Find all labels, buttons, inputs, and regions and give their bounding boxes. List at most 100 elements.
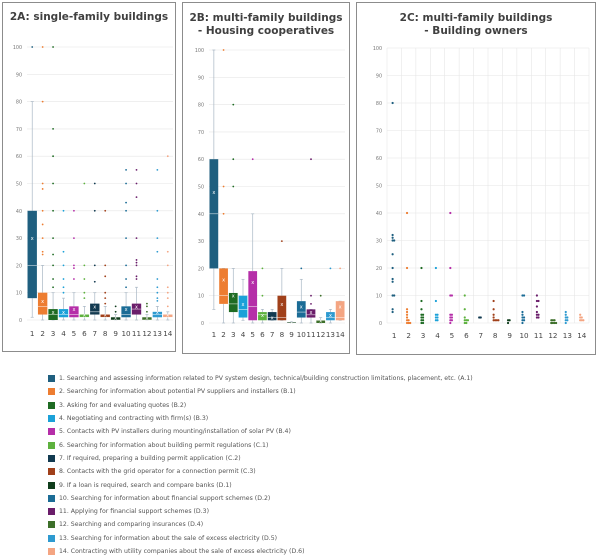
mean-marker: x [232,294,235,300]
outlier-point [93,280,96,283]
x-tick-label: 8 [103,329,108,338]
outlier-point [41,188,44,190]
data-point [405,316,409,319]
outlier-point [166,155,169,158]
data-point [421,316,425,319]
data-point [535,299,538,303]
mean-marker: x [261,313,264,319]
y-tick-label: 70 [16,127,22,133]
legend-label: 10. Searching for information about fina… [59,494,271,502]
data-point [492,308,495,311]
chart-legend: 1. Searching and assessing information r… [48,372,588,558]
outlier-point [52,253,54,256]
outlier-point [166,297,169,300]
data-point [506,321,510,325]
data-point [391,294,394,297]
legend-item: 12. Searching and comparing insurances (… [48,518,588,531]
outlier-point [125,237,127,240]
y-tick-label: 60 [16,154,22,160]
data-point [434,299,437,303]
data-point [391,236,394,239]
legend-swatch [48,548,55,555]
data-point [393,294,396,297]
y-tick-label: 80 [376,101,382,107]
mean-marker: x [41,299,44,305]
mean-marker: x [290,320,293,326]
data-point [566,319,569,322]
legend-item: 2. Searching for information about poten… [48,385,588,398]
legend-item: 4. Negotiating and contracting with firm… [48,412,588,425]
x-tick-label: 6 [260,330,265,339]
data-point [407,321,410,325]
outlier-point [41,253,44,256]
y-tick-label: 90 [376,74,382,80]
data-point [393,239,396,242]
legend-label: 4. Negotiating and contracting with firm… [59,415,209,423]
data-point [421,319,425,322]
x-tick-label: 3 [51,329,56,338]
x-tick-label: 4 [61,329,66,338]
y-tick-label: 80 [16,100,22,106]
y-tick-label: 0 [379,321,382,327]
x-tick-label: 3 [421,331,426,340]
data-point [564,313,567,316]
outlier-point [135,168,138,171]
outlier-point [146,310,148,313]
data-point [553,319,556,322]
outlier-point [156,237,159,240]
data-point [494,319,497,322]
outlier-point [52,237,54,240]
data-point [466,319,470,322]
data-point [391,308,394,311]
data-point [463,308,466,311]
x-tick-label: 9 [507,331,512,340]
outlier-point [222,212,225,215]
outlier-point [83,278,86,280]
y-tick-label: 30 [198,239,204,245]
data-point [535,310,538,314]
outlier-point [232,158,235,161]
data-point [535,305,538,308]
x-tick-label: 10 [121,329,131,338]
box [277,295,287,321]
x-tick-label: 1 [30,329,35,338]
data-point [463,321,466,325]
box [100,314,110,318]
outlier-point [73,267,75,270]
outlier-point [156,299,159,302]
outlier-point [261,267,264,270]
data-point [535,316,538,319]
outlier-point [339,267,342,270]
data-point [405,308,409,311]
data-point [409,321,412,325]
legend-swatch [48,494,55,502]
box [296,301,306,318]
data-point [449,321,452,325]
outlier-point [156,297,159,300]
mean-marker: x [329,313,332,319]
x-tick-label: 5 [250,330,255,339]
box [238,295,248,318]
legend-item: 10. Searching for information about fina… [48,492,588,505]
data-point [450,319,454,322]
data-point [405,211,409,215]
legend-item: 8. Contacts with the grid operator for a… [48,465,588,478]
y-tick-label: 80 [198,103,204,109]
data-point [405,319,409,322]
outlier-point [135,237,138,240]
y-tick-label: 70 [376,129,382,135]
outlier-point [125,201,127,204]
y-tick-label: 40 [198,212,204,218]
data-point [405,266,409,270]
chart-title-2b: 2B: multi-family buildings - Housing coo… [183,12,349,38]
mean-marker: x [319,318,322,324]
outlier-point [135,264,138,267]
x-tick-label: 14 [336,330,346,339]
data-point [478,316,481,319]
data-point [492,313,495,316]
outlier-point [251,158,254,161]
legend-swatch [48,508,55,516]
outlier-point [62,278,65,280]
outlier-point [156,291,159,294]
